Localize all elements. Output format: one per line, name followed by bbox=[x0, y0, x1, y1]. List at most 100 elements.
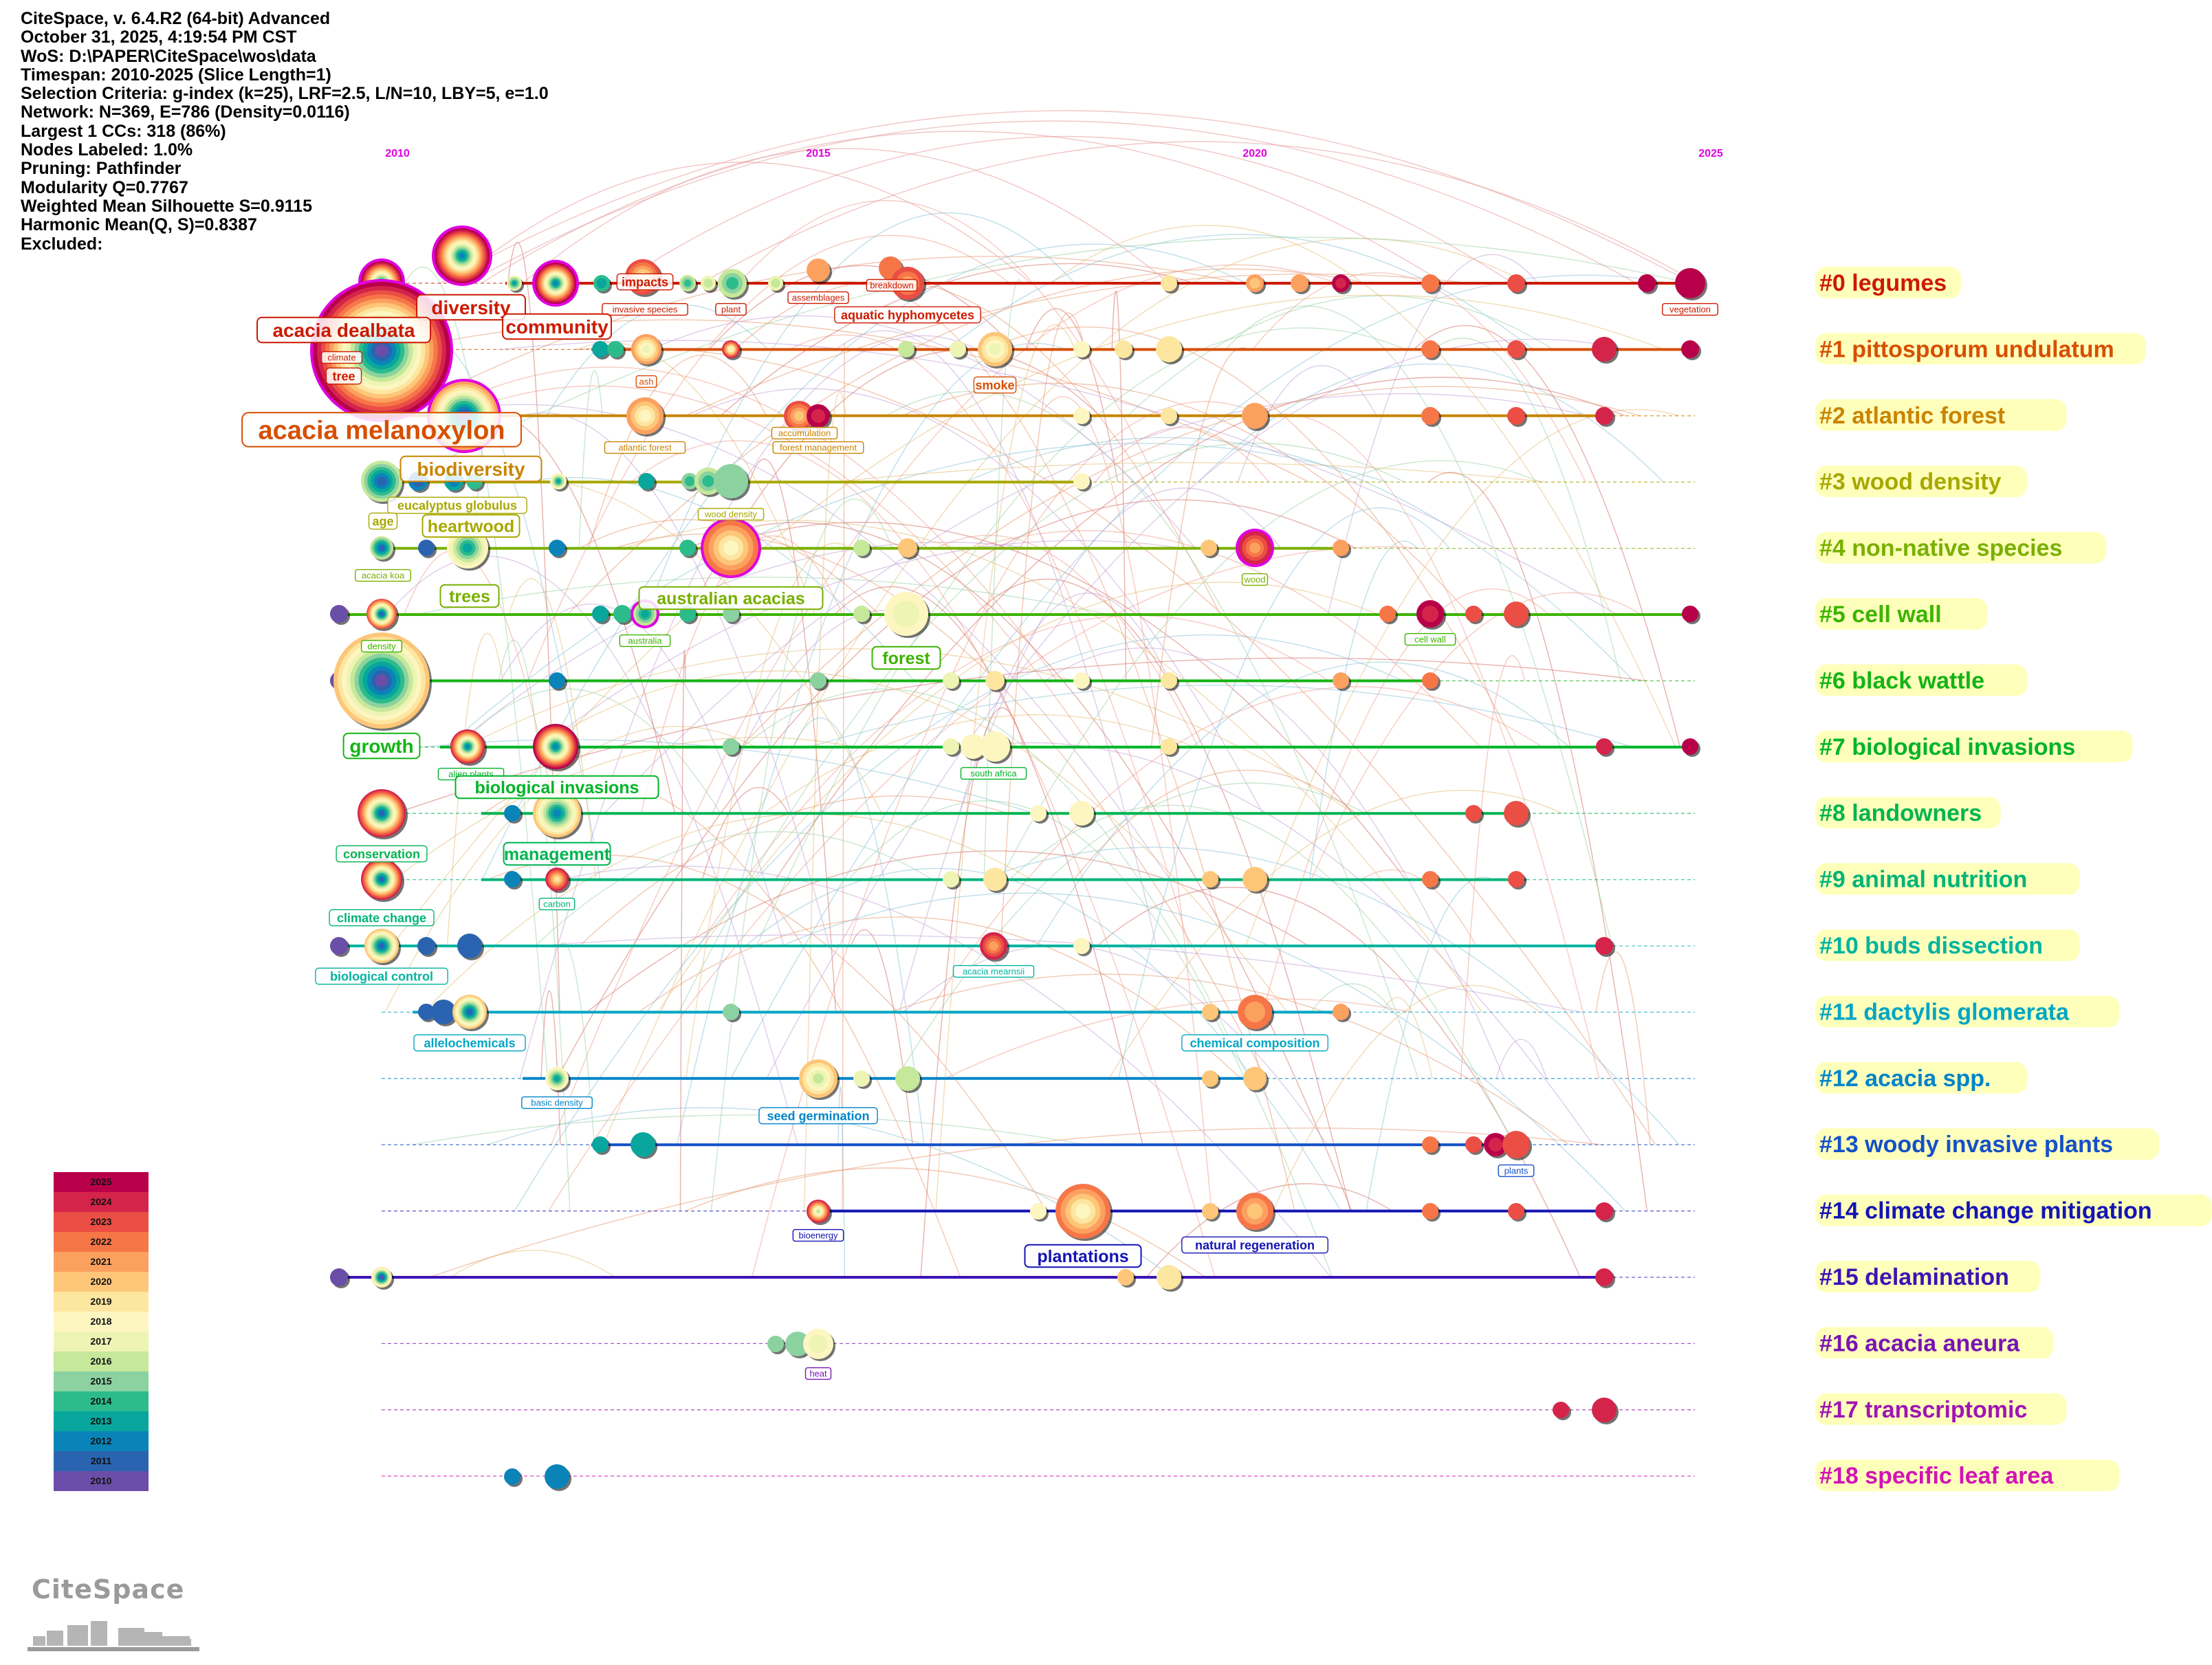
keyword-node[interactable] bbox=[545, 1464, 571, 1491]
keyword-label[interactable]: assemblages bbox=[787, 291, 849, 305]
keyword-label[interactable]: climate change bbox=[329, 909, 435, 927]
keyword-node[interactable] bbox=[450, 729, 487, 766]
keyword-node[interactable] bbox=[1202, 871, 1220, 890]
keyword-node[interactable] bbox=[549, 540, 567, 558]
cluster-label[interactable]: #17 transcriptomic bbox=[1815, 1393, 2067, 1425]
keyword-label[interactable]: natural regeneration bbox=[1181, 1236, 1328, 1254]
keyword-node[interactable] bbox=[895, 1066, 922, 1093]
keyword-node[interactable] bbox=[504, 1468, 523, 1487]
keyword-node[interactable] bbox=[767, 1336, 786, 1354]
keyword-node[interactable] bbox=[361, 859, 404, 902]
keyword-node[interactable] bbox=[1422, 1203, 1441, 1222]
keyword-node[interactable] bbox=[1422, 871, 1441, 890]
keyword-label[interactable]: plants bbox=[1498, 1164, 1535, 1178]
keyword-node[interactable] bbox=[431, 1000, 458, 1026]
keyword-label[interactable]: growth bbox=[342, 732, 421, 760]
keyword-node[interactable] bbox=[807, 1200, 832, 1225]
keyword-node[interactable] bbox=[626, 397, 666, 437]
keyword-label[interactable]: seed germination bbox=[758, 1107, 878, 1125]
keyword-label[interactable]: aquatic hyphomycetes bbox=[834, 306, 981, 324]
keyword-label[interactable]: invasive species bbox=[602, 302, 688, 316]
keyword-node[interactable] bbox=[1502, 1131, 1532, 1160]
keyword-node[interactable] bbox=[1507, 407, 1527, 427]
keyword-node[interactable] bbox=[333, 632, 432, 731]
keyword-label[interactable]: cell wall bbox=[1404, 632, 1456, 646]
keyword-node[interactable] bbox=[417, 937, 437, 957]
keyword-node[interactable] bbox=[1682, 606, 1700, 624]
keyword-node[interactable] bbox=[723, 1004, 741, 1022]
keyword-node[interactable] bbox=[1682, 738, 1700, 757]
keyword-node[interactable] bbox=[1161, 738, 1179, 757]
keyword-node[interactable] bbox=[1236, 529, 1274, 567]
keyword-node[interactable] bbox=[1504, 602, 1531, 628]
cluster-label[interactable]: #16 acacia aneura bbox=[1815, 1327, 2054, 1359]
cluster-label[interactable]: #13 woody invasive plants bbox=[1815, 1128, 2159, 1160]
keyword-node[interactable] bbox=[980, 932, 1009, 962]
keyword-node[interactable] bbox=[722, 340, 742, 360]
keyword-label[interactable]: chemical composition bbox=[1181, 1034, 1328, 1052]
keyword-node[interactable] bbox=[799, 1059, 840, 1100]
keyword-label[interactable]: vegetation bbox=[1661, 302, 1718, 316]
keyword-node[interactable] bbox=[1073, 672, 1092, 691]
keyword-node[interactable] bbox=[1073, 341, 1092, 360]
keyword-node[interactable] bbox=[1507, 340, 1527, 360]
keyword-node[interactable] bbox=[1421, 274, 1441, 294]
keyword-node[interactable] bbox=[533, 724, 580, 771]
cluster-label[interactable]: #15 delamination bbox=[1815, 1261, 2041, 1292]
keyword-node[interactable] bbox=[978, 332, 1014, 368]
keyword-label[interactable]: age bbox=[368, 512, 398, 530]
keyword-node[interactable] bbox=[985, 671, 1007, 692]
keyword-node[interactable] bbox=[330, 937, 350, 957]
keyword-label[interactable]: biological control bbox=[315, 967, 448, 985]
keyword-node[interactable] bbox=[1202, 1070, 1220, 1089]
keyword-node[interactable] bbox=[1422, 672, 1441, 691]
keyword-label[interactable]: acacia dealbata bbox=[256, 316, 431, 344]
keyword-node[interactable] bbox=[532, 260, 579, 307]
keyword-label[interactable]: acacia melanoxylon bbox=[241, 412, 522, 448]
keyword-node[interactable] bbox=[983, 868, 1009, 893]
keyword-node[interactable] bbox=[592, 606, 611, 624]
keyword-node[interactable] bbox=[1069, 801, 1096, 828]
keyword-node[interactable] bbox=[1202, 1004, 1220, 1022]
keyword-node[interactable] bbox=[1596, 738, 1614, 757]
keyword-node[interactable] bbox=[1236, 1193, 1275, 1232]
keyword-node[interactable] bbox=[613, 605, 633, 625]
keyword-node[interactable] bbox=[1465, 805, 1484, 824]
keyword-node[interactable] bbox=[701, 518, 761, 578]
keyword-node[interactable] bbox=[1243, 1067, 1269, 1092]
keyword-node[interactable] bbox=[1291, 274, 1311, 294]
keyword-node[interactable] bbox=[545, 868, 571, 893]
keyword-node[interactable] bbox=[1333, 672, 1351, 691]
keyword-node[interactable] bbox=[898, 341, 917, 360]
keyword-node[interactable] bbox=[681, 473, 700, 492]
keyword-node[interactable] bbox=[1465, 606, 1484, 624]
keyword-node[interactable] bbox=[452, 995, 489, 1031]
keyword-label[interactable]: diversity bbox=[416, 294, 526, 321]
keyword-node[interactable] bbox=[807, 404, 832, 430]
keyword-node[interactable] bbox=[366, 599, 399, 631]
keyword-node[interactable] bbox=[1421, 407, 1441, 427]
cluster-label[interactable]: #12 acacia spp. bbox=[1815, 1061, 2027, 1094]
keyword-node[interactable] bbox=[550, 473, 569, 492]
keyword-label[interactable]: plant bbox=[715, 302, 747, 316]
cluster-label[interactable]: #11 dactylis glomerata bbox=[1815, 995, 2120, 1028]
keyword-node[interactable] bbox=[1238, 995, 1274, 1031]
cluster-label[interactable]: #14 climate change mitigation bbox=[1815, 1194, 2212, 1226]
cluster-label[interactable]: #7 biological invasions bbox=[1815, 730, 2133, 762]
keyword-node[interactable] bbox=[853, 540, 872, 558]
keyword-node[interactable] bbox=[1592, 1398, 1619, 1424]
keyword-node[interactable] bbox=[1202, 1203, 1220, 1222]
keyword-node[interactable] bbox=[631, 1132, 657, 1159]
keyword-node[interactable] bbox=[457, 934, 484, 960]
keyword-label[interactable]: accumulation bbox=[771, 426, 838, 440]
keyword-label[interactable]: density bbox=[360, 639, 403, 653]
keyword-label[interactable]: heartwood bbox=[421, 514, 521, 538]
keyword-node[interactable] bbox=[592, 341, 611, 360]
keyword-label[interactable]: wood bbox=[1241, 573, 1269, 586]
cluster-label[interactable]: #8 landowners bbox=[1815, 797, 2001, 829]
keyword-label[interactable]: basic density bbox=[521, 1096, 593, 1110]
keyword-label[interactable]: breakdown bbox=[866, 278, 918, 292]
keyword-label[interactable]: australian acacias bbox=[638, 586, 824, 610]
keyword-node[interactable] bbox=[1379, 606, 1398, 624]
keyword-node[interactable] bbox=[545, 1067, 571, 1092]
